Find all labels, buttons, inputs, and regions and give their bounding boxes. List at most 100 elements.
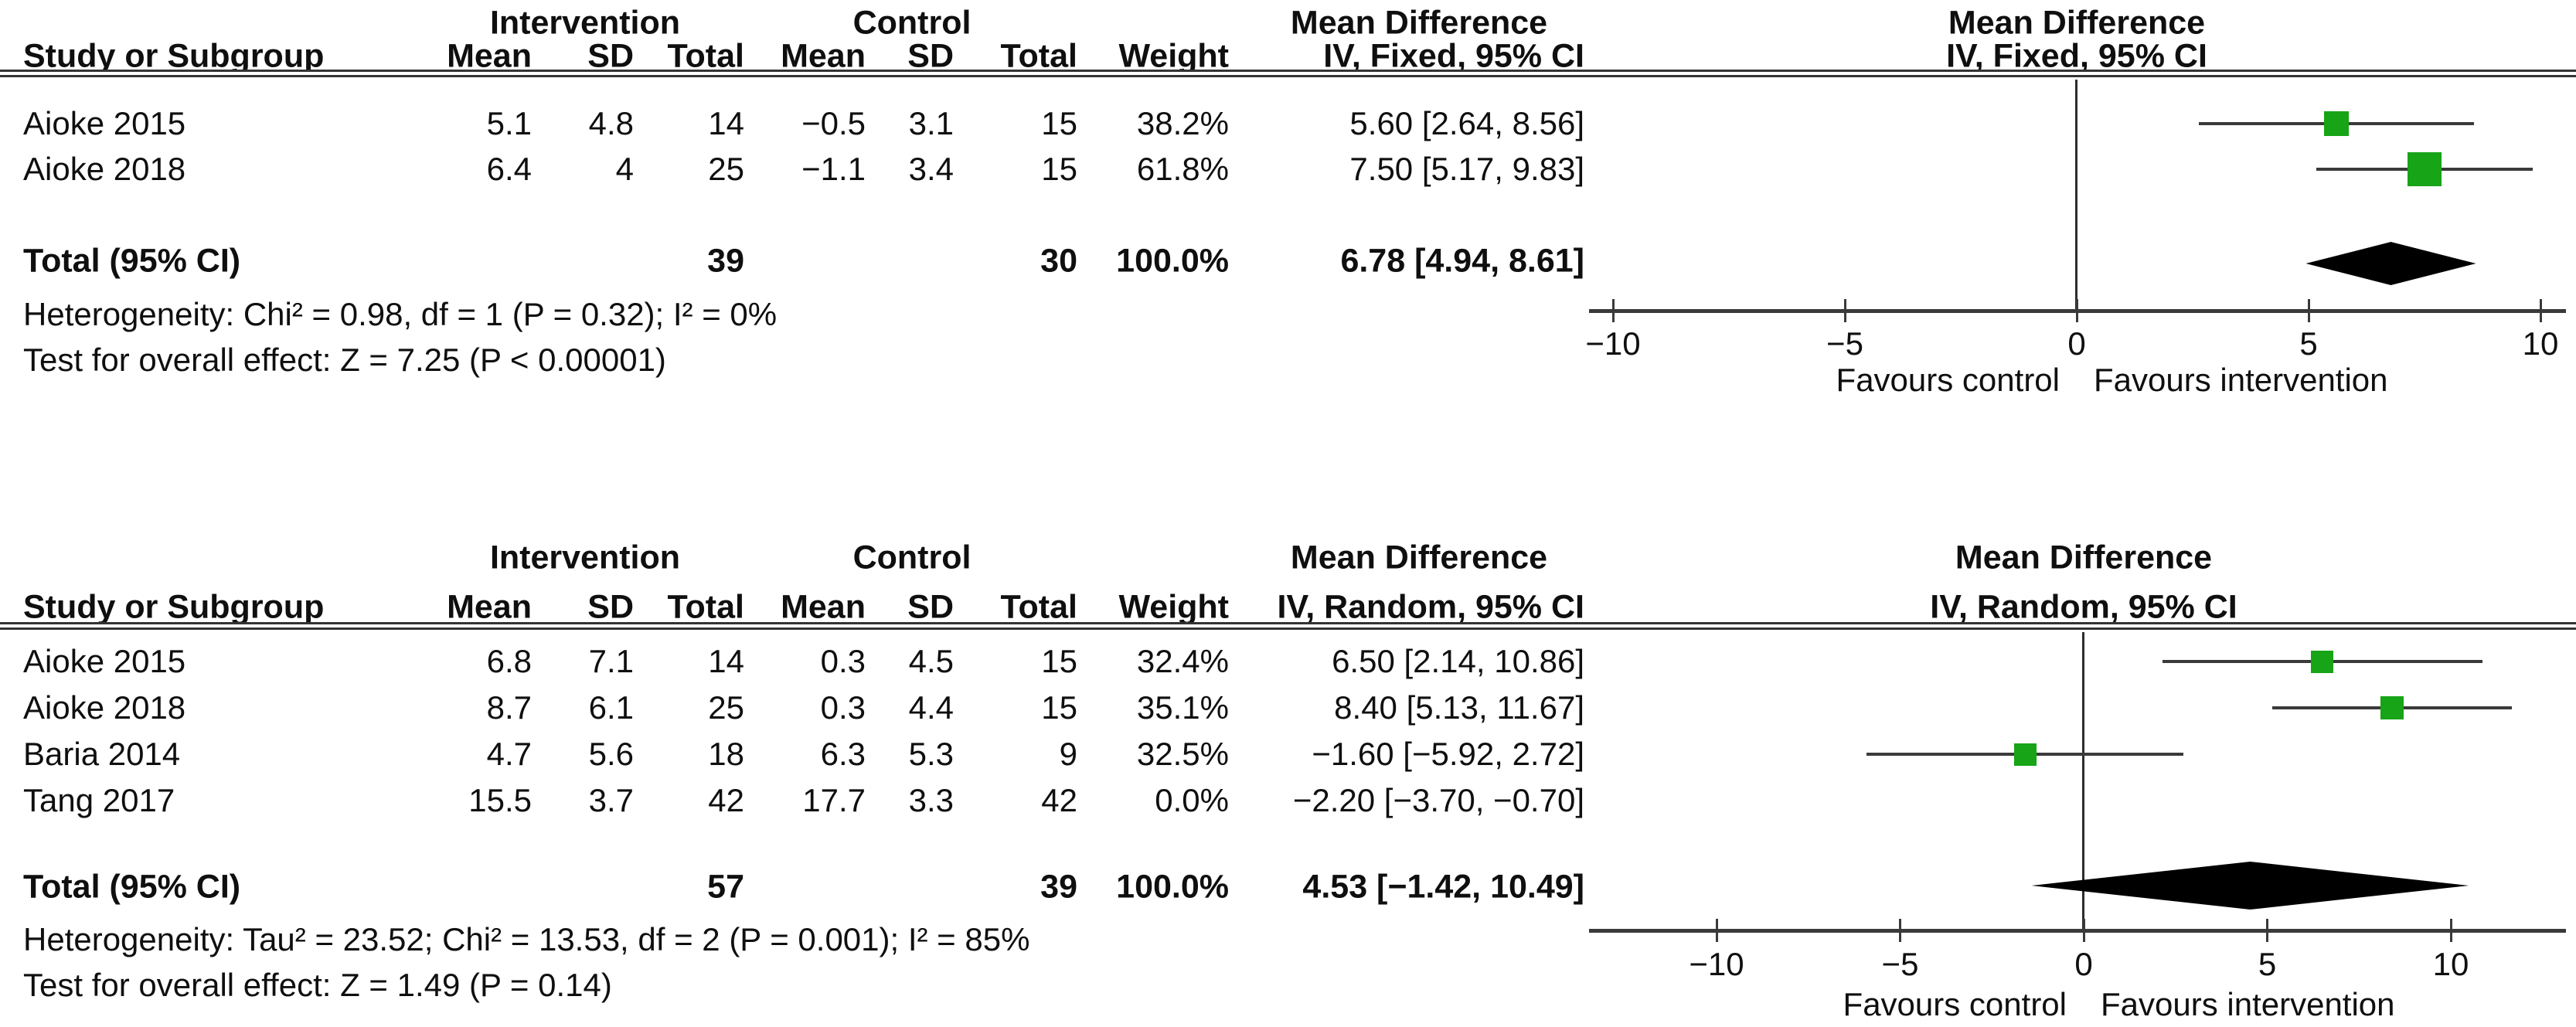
cell-estimate_text: 7.50 [5.17, 9.83] [1349, 151, 1584, 187]
axis-tick-label: 10 [2522, 325, 2559, 362]
col-header-study: Study or Subgroup [23, 37, 325, 75]
cell-mean1: 5.1 [486, 105, 532, 141]
axis-tick-label: −10 [1689, 946, 1744, 982]
heterogeneity-text: Heterogeneity: Chi² = 0.98, df = 1 (P = … [23, 296, 778, 332]
cell-study: Baria 2014 [23, 736, 181, 772]
total-weight: 100.0% [1116, 242, 1229, 280]
effect-square [2408, 152, 2442, 186]
cell-sd2: 4.4 [908, 689, 954, 726]
cell-weight: 38.2% [1136, 105, 1229, 141]
axis-tick-label: −10 [1585, 325, 1641, 362]
axis-tick [1715, 919, 1718, 942]
axis-tick-label: 0 [2074, 946, 2093, 982]
axis-tick [1611, 299, 1615, 322]
cell-sd1: 4.8 [588, 105, 634, 141]
col-header-sd-intervention: SD [587, 588, 634, 626]
axis-tick [2539, 299, 2542, 322]
cell-total2: 15 [1041, 689, 1077, 726]
cell-total1: 14 [708, 105, 744, 141]
axis-tick-label: 10 [2432, 946, 2469, 982]
axis-tick-label: −5 [1881, 946, 1919, 982]
group-header-intervention: Intervention [489, 4, 681, 42]
col-header-study: Study or Subgroup [23, 588, 325, 626]
zero-line [2075, 80, 2077, 311]
axis-line [1589, 929, 2566, 933]
favours-control-label: Favours control [1843, 986, 2067, 1022]
cell-estimate_text: 5.60 [2.64, 8.56] [1349, 105, 1584, 141]
col-header-total-intervention: Total [667, 588, 744, 626]
col-header-total-control: Total [1000, 37, 1077, 75]
cell-study: Aioke 2018 [23, 689, 186, 726]
cell-estimate_text: −1.60 [−5.92, 2.72] [1312, 736, 1584, 772]
cell-mean2: 6.3 [820, 736, 866, 772]
group-header-effect: Mean Difference [1290, 539, 1548, 576]
cell-sd2: 3.4 [908, 151, 954, 187]
cell-sd2: 3.3 [908, 782, 954, 818]
group-header-control: Control [852, 4, 972, 42]
effect-square [2324, 111, 2349, 136]
zero-line [2082, 632, 2084, 930]
col-header-sd-intervention: SD [587, 37, 634, 75]
overall-effect-text: Test for overall effect: Z = 1.49 (P = 0… [23, 967, 612, 1003]
cell-sd1: 7.1 [588, 643, 634, 679]
header-rule [0, 70, 2576, 77]
axis-tick [2075, 299, 2078, 322]
cell-sd2: 3.1 [908, 105, 954, 141]
cell-total2: 42 [1041, 782, 1077, 818]
overall-effect-text: Test for overall effect: Z = 7.25 (P < 0… [23, 342, 666, 378]
total-n-intervention: 57 [707, 868, 744, 906]
plot-header-line2: IV, Fixed, 95% CI [1946, 37, 2207, 75]
axis-tick-label: 5 [2258, 946, 2277, 982]
cell-total1: 42 [708, 782, 744, 818]
cell-mean2: −1.1 [801, 151, 866, 187]
cell-weight: 35.1% [1136, 689, 1229, 726]
favours-intervention-label: Favours intervention [2101, 986, 2395, 1022]
cell-sd2: 5.3 [908, 736, 954, 772]
total-estimate: 4.53 [−1.42, 10.49] [1302, 868, 1584, 906]
favours-intervention-label: Favours intervention [2094, 362, 2388, 398]
cell-total1: 25 [708, 151, 744, 187]
col-header-mean-control: Mean [781, 37, 866, 75]
cell-sd1: 5.6 [588, 736, 634, 772]
col-header-sd-control: SD [907, 37, 954, 75]
effect-square [2380, 696, 2404, 719]
axis-tick [2082, 919, 2085, 942]
plot-header-line2: IV, Random, 95% CI [1930, 588, 2237, 626]
axis-tick [2307, 299, 2310, 322]
axis-tick-label: 5 [2299, 325, 2318, 362]
col-header-effect-ci: IV, Fixed, 95% CI [1323, 37, 1584, 75]
cell-weight: 32.5% [1136, 736, 1229, 772]
summary-diamond [2031, 862, 2469, 910]
favours-control-label: Favours control [1836, 362, 2060, 398]
cell-total1: 14 [708, 643, 744, 679]
col-header-weight: Weight [1118, 588, 1229, 626]
cell-estimate_text: −2.20 [−3.70, −0.70] [1292, 782, 1584, 818]
cell-total1: 25 [708, 689, 744, 726]
cell-mean2: 0.3 [820, 689, 866, 726]
cell-sd1: 4 [615, 151, 634, 187]
col-header-total-intervention: Total [667, 37, 744, 75]
cell-mean2: −0.5 [801, 105, 866, 141]
col-header-total-control: Total [1000, 588, 1077, 626]
col-header-mean-control: Mean [781, 588, 866, 626]
cell-weight: 0.0% [1155, 782, 1229, 818]
cell-total2: 15 [1041, 643, 1077, 679]
col-header-sd-control: SD [907, 588, 954, 626]
cell-total2: 15 [1041, 151, 1077, 187]
effect-square [2311, 650, 2334, 673]
total-estimate: 6.78 [4.94, 8.61] [1340, 242, 1584, 280]
cell-mean1: 15.5 [468, 782, 532, 818]
col-header-weight: Weight [1118, 37, 1229, 75]
axis-tick-label: 0 [2067, 325, 2086, 362]
header-rule [0, 622, 2576, 630]
cell-estimate_text: 8.40 [5.13, 11.67] [1334, 689, 1584, 726]
axis-tick [2449, 919, 2452, 942]
total-weight: 100.0% [1116, 868, 1229, 906]
axis-tick-label: −5 [1826, 325, 1863, 362]
cell-mean2: 17.7 [802, 782, 866, 818]
group-header-control: Control [852, 539, 972, 576]
total-n-control: 30 [1040, 242, 1077, 280]
cell-study: Aioke 2018 [23, 151, 186, 187]
cell-total2: 15 [1041, 105, 1077, 141]
